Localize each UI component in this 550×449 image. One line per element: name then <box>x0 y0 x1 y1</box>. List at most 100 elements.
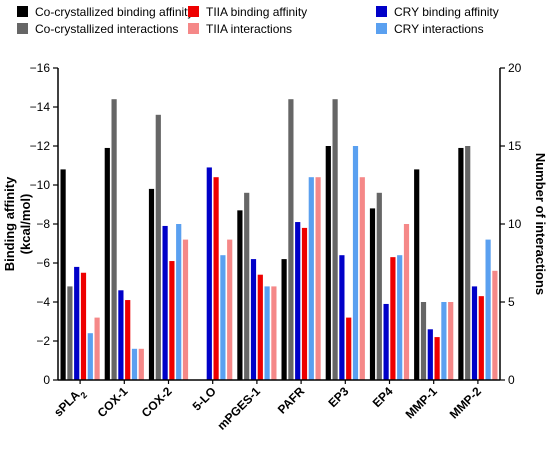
bar-cox-1-cry-binding-affinity <box>118 290 124 380</box>
bar-ep3-cry-binding-affinity <box>339 255 345 380</box>
bar-ep4-tiia-interactions <box>403 224 410 380</box>
left-axis-title-units: (kcal/mol) <box>18 194 33 255</box>
legend-swatch-co-crystallized-binding-affinity <box>17 6 28 17</box>
bar-mmp-1-co-crystallized-binding-affinity <box>414 169 420 380</box>
x-tick-label-spla: sPLA2 <box>51 384 89 422</box>
bar-cox-2-cry-interactions <box>176 224 182 380</box>
bar-spla-tiia-binding-affinity <box>80 272 87 380</box>
bar-ep3-tiia-interactions <box>359 177 365 380</box>
right-tick-label: 20 <box>508 61 522 75</box>
bar-5-lo-cry-interactions <box>220 255 226 380</box>
bar-ep4-cry-interactions <box>397 255 403 380</box>
left-axis-title: Binding affinity <box>2 176 17 271</box>
right-tick-label: 0 <box>508 373 515 387</box>
legend-label-cry-interactions: CRY interactions <box>394 22 484 36</box>
right-tick-label: 10 <box>508 217 522 231</box>
bars <box>60 99 498 381</box>
bar-ep4-tiia-binding-affinity <box>390 257 396 380</box>
right-tick-label: 5 <box>508 295 515 309</box>
x-tick-label-mmp-1: MMP-1 <box>403 384 440 421</box>
bar-mpges-1-cry-interactions <box>264 286 270 380</box>
x-tick-label-ep3: EP3 <box>325 384 351 410</box>
bar-pafr-cry-binding-affinity <box>295 222 301 380</box>
bar-mmp-1-tiia-interactions <box>448 302 454 380</box>
bar-spla-co-crystallized-interactions <box>67 286 73 380</box>
bar-mmp-2-tiia-binding-affinity <box>478 296 484 380</box>
bar-cox-1-cry-interactions <box>131 348 138 380</box>
bar-mmp-2-tiia-interactions <box>492 270 498 380</box>
bar-cox-1-tiia-interactions <box>138 348 144 380</box>
bar-ep3-tiia-binding-affinity <box>346 317 352 380</box>
x-tick-label-5-lo: 5-LO <box>190 384 219 413</box>
bar-mmp-2-co-crystallized-interactions <box>465 146 471 380</box>
bar-cox-1-tiia-binding-affinity <box>125 300 131 380</box>
bar-mmp-2-cry-interactions <box>485 239 491 380</box>
legend-swatch-tiia-interactions <box>188 23 199 34</box>
x-tick-label-mpges-1: mPGES-1 <box>214 384 263 433</box>
left-tick-label: −4 <box>36 295 50 309</box>
bar-pafr-tiia-interactions <box>315 177 321 380</box>
left-tick-label: −6 <box>36 256 50 270</box>
x-tick-label-pafr: PAFR <box>275 384 308 417</box>
bar-spla-cry-binding-affinity <box>74 266 80 380</box>
right-axis-title: Number of interactions <box>533 153 548 295</box>
left-tick-label: −12 <box>30 139 51 153</box>
bar-cox-2-co-crystallized-binding-affinity <box>148 188 155 380</box>
legend: Co-crystallized binding affinity Co-cryst… <box>17 5 499 36</box>
legend-swatch-cry-binding-affinity <box>376 6 387 17</box>
bar-ep4-cry-binding-affinity <box>383 303 389 380</box>
bar-cox-2-tiia-binding-affinity <box>169 261 175 380</box>
left-tick-label: −10 <box>30 178 51 192</box>
bar-mmp-1-co-crystallized-interactions <box>420 302 427 380</box>
bar-cox-2-co-crystallized-interactions <box>155 114 161 381</box>
bar-5-lo-tiia-binding-affinity <box>213 177 219 380</box>
bar-cox-1-co-crystallized-interactions <box>111 99 117 380</box>
bar-5-lo-tiia-interactions <box>227 239 233 380</box>
bar-pafr-tiia-binding-affinity <box>301 227 308 380</box>
legend-swatch-co-crystallized-interactions <box>17 23 28 34</box>
bar-pafr-co-crystallized-binding-affinity <box>281 259 287 380</box>
bar-mpges-1-co-crystallized-binding-affinity <box>237 210 243 380</box>
bar-mpges-1-cry-binding-affinity <box>250 259 257 380</box>
bar-mpges-1-tiia-binding-affinity <box>257 274 263 380</box>
left-tick-label: −8 <box>36 217 50 231</box>
x-tick-label-subscript: 2 <box>78 390 89 401</box>
bar-cox-2-cry-binding-affinity <box>162 225 168 380</box>
bar-ep3-co-crystallized-interactions <box>332 99 338 380</box>
bar-spla-cry-interactions <box>87 333 93 380</box>
left-tick-label: −16 <box>30 61 51 75</box>
legend-swatch-tiia-binding-affinity <box>188 6 199 17</box>
legend-label-cry-binding-affinity: CRY binding affinity <box>394 5 499 19</box>
bar-ep4-co-crystallized-binding-affinity <box>369 208 376 380</box>
bar-cox-1-co-crystallized-binding-affinity <box>104 147 110 380</box>
x-tick-label-ep4: EP4 <box>370 384 396 410</box>
right-tick-label: 15 <box>508 139 522 153</box>
legend-label-co-crystallized-interactions: Co-crystallized interactions <box>35 22 178 36</box>
bar-mpges-1-tiia-interactions <box>271 286 277 380</box>
bar-pafr-co-crystallized-interactions <box>288 99 294 380</box>
bar-pafr-cry-interactions <box>308 177 314 380</box>
legend-swatch-cry-interactions <box>376 23 387 34</box>
bar-spla-tiia-interactions <box>94 317 100 380</box>
x-tick-label-mmp-2: MMP-2 <box>447 384 484 421</box>
bar-spla-co-crystallized-binding-affinity <box>60 169 66 380</box>
legend-label-tiia-interactions: TIIA interactions <box>206 22 292 36</box>
bar-cox-2-tiia-interactions <box>182 239 189 380</box>
bar-ep4-co-crystallized-interactions <box>376 192 382 380</box>
bar-mpges-1-co-crystallized-interactions <box>244 192 250 380</box>
bar-ep3-co-crystallized-binding-affinity <box>325 146 331 380</box>
x-tick-label-cox-1: COX-1 <box>95 384 131 420</box>
bar-mmp-1-cry-binding-affinity <box>427 329 433 380</box>
bar-mmp-1-tiia-binding-affinity <box>434 337 440 380</box>
left-tick-label: −2 <box>36 334 50 348</box>
legend-label-co-crystallized-binding-affinity: Co-crystallized binding affinity <box>35 5 194 19</box>
left-tick-label: 0 <box>43 373 50 387</box>
left-tick-label: −14 <box>30 100 51 114</box>
bar-mmp-2-co-crystallized-binding-affinity <box>458 147 464 380</box>
legend-label-tiia-binding-affinity: TIIA binding affinity <box>206 5 307 19</box>
bar-5-lo-cry-binding-affinity <box>206 167 212 380</box>
bar-mmp-1-cry-interactions <box>441 302 447 380</box>
bar-ep3-cry-interactions <box>352 146 359 380</box>
